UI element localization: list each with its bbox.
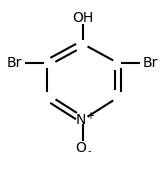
Text: +: + (86, 111, 94, 121)
Text: OH: OH (72, 11, 93, 25)
Text: N: N (76, 113, 86, 127)
Text: Br: Br (7, 56, 22, 70)
Text: O: O (75, 141, 86, 155)
Text: -: - (87, 147, 91, 157)
Text: Br: Br (143, 56, 158, 70)
